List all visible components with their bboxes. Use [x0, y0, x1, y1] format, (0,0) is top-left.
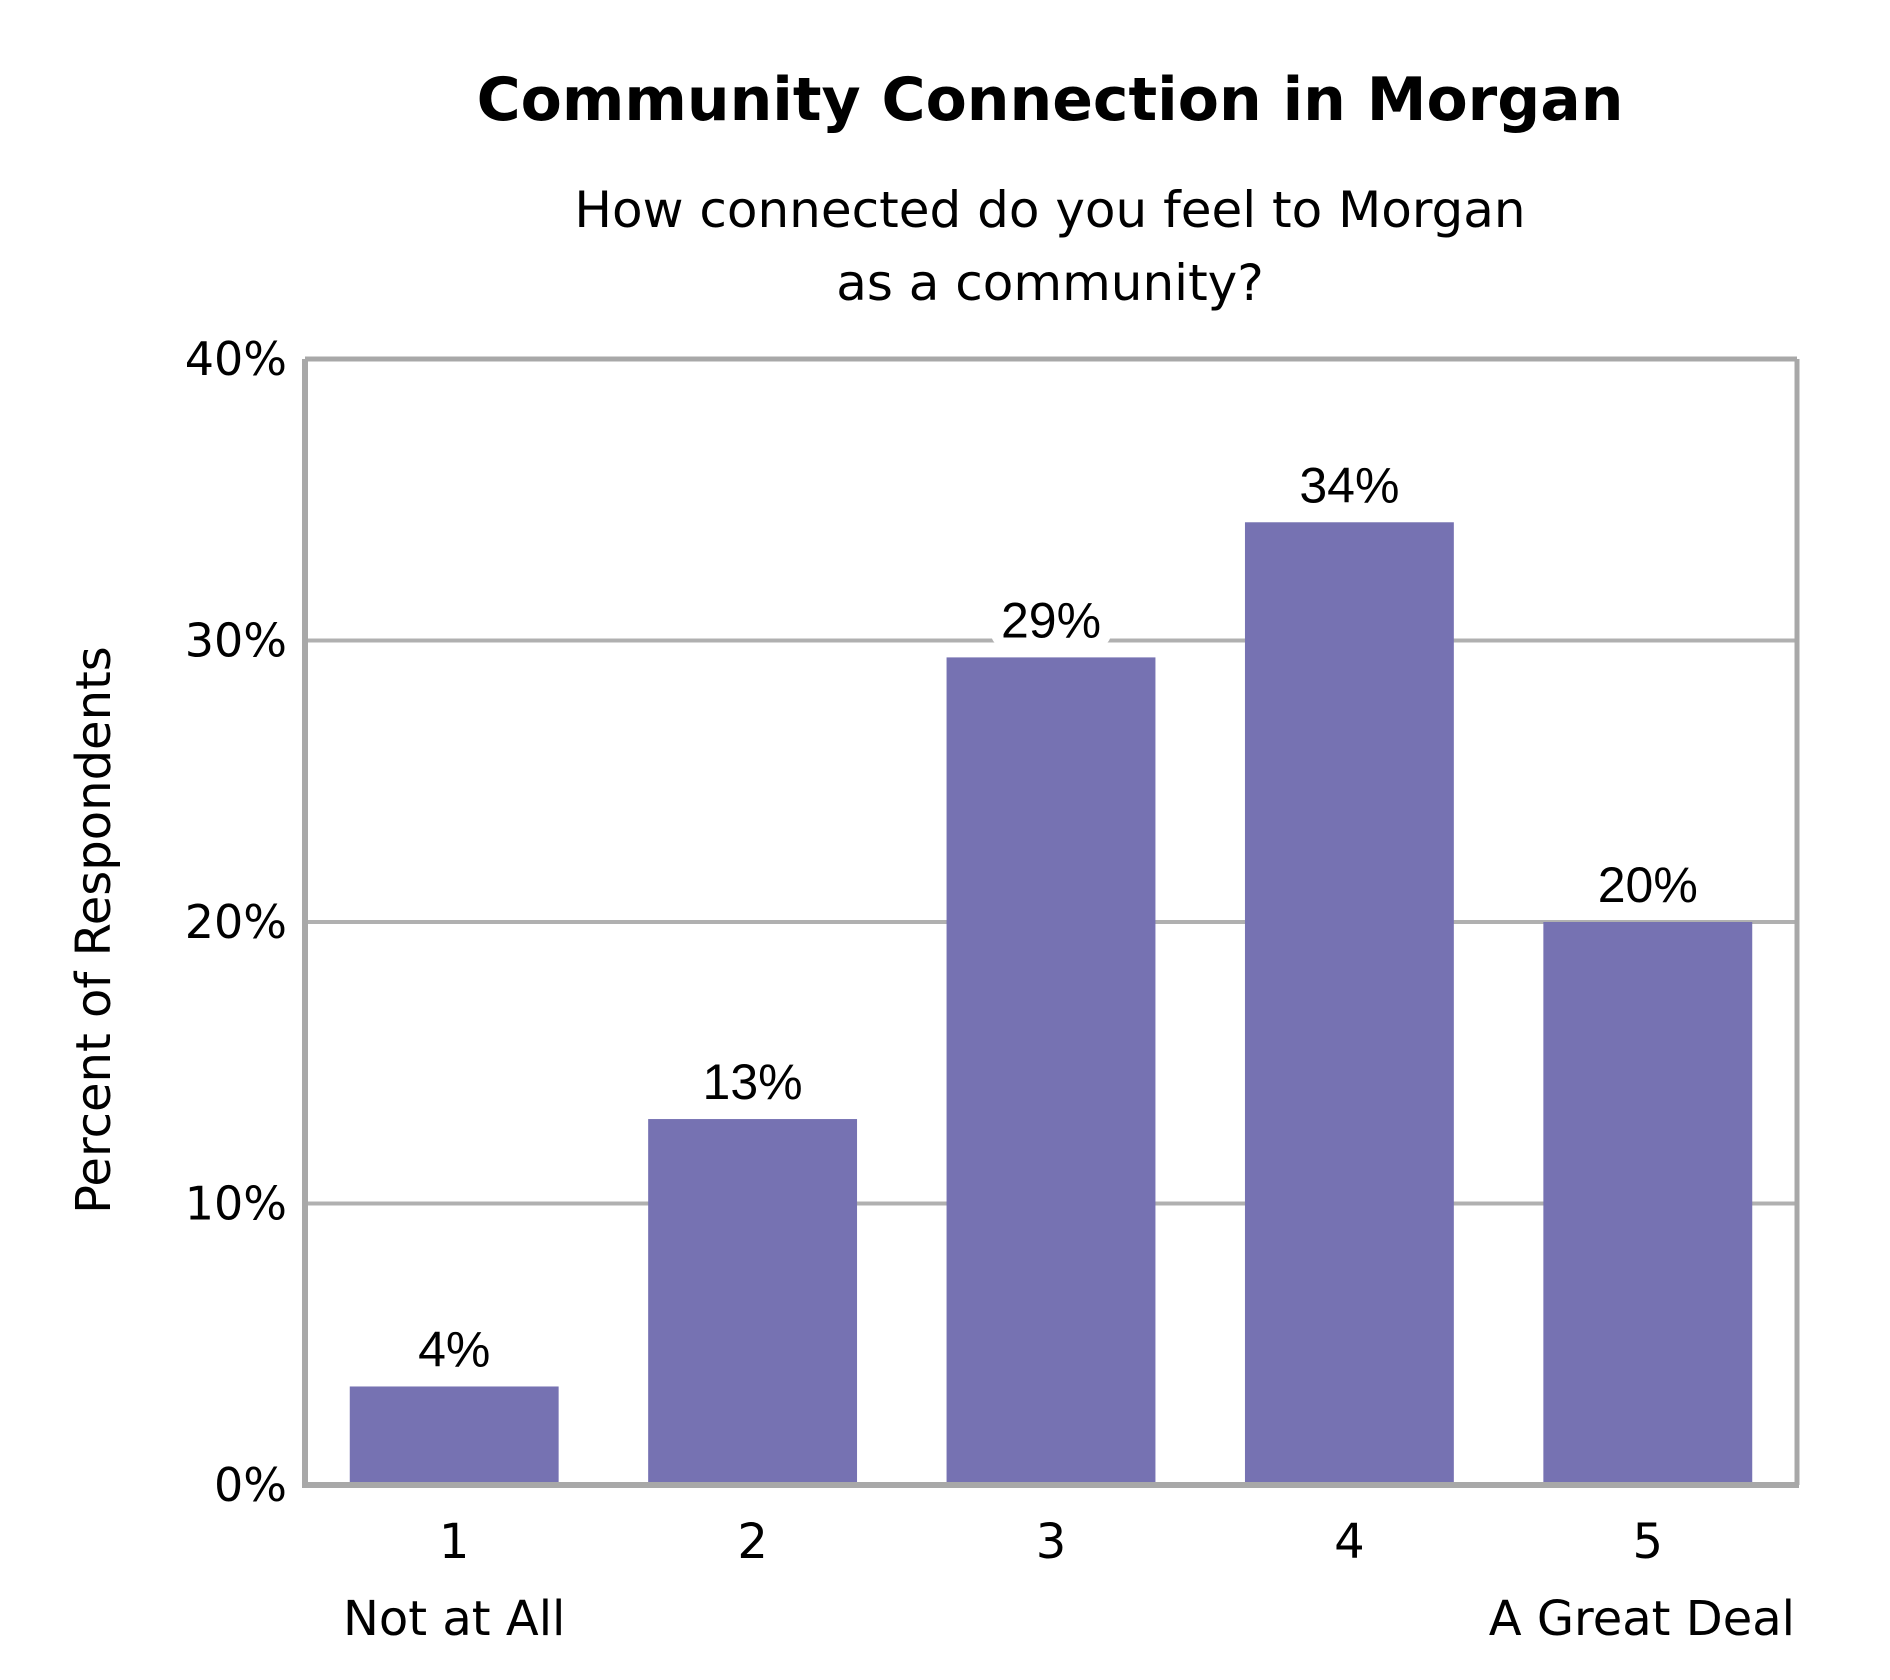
- x-tick-label-3: 3: [1036, 1514, 1067, 1570]
- data-labels: 4% 13% 29% 34% 20%: [394, 457, 1708, 1377]
- chart-title: Community Connection in Morgan: [477, 65, 1624, 135]
- chart-subtitle-line-2: as a community?: [836, 254, 1264, 312]
- y-tick-label-40: 40%: [185, 332, 287, 386]
- data-label-background-4: [1289, 460, 1410, 513]
- bar-5: [1543, 922, 1753, 1485]
- bar-4: [1244, 522, 1454, 1485]
- y-tick-labels: 0% 10% 20% 30% 40%: [185, 332, 287, 1512]
- data-label-background-1: [394, 1324, 515, 1377]
- bars: [349, 522, 1753, 1485]
- bar-3: [946, 657, 1156, 1485]
- x-tick-labels: 1 Not at All 2 3 4 5 A Great Deal: [343, 1514, 1795, 1647]
- data-label-2: 13%: [703, 1054, 803, 1110]
- x-tick-label-5: 5: [1633, 1514, 1664, 1570]
- data-label-background-2: [692, 1057, 813, 1110]
- plot-frame: [302, 356, 1800, 1488]
- x-tick-sublabel-5: A Great Deal: [1489, 1591, 1795, 1647]
- data-label-3: 29%: [1001, 592, 1101, 648]
- x-tick-label-4: 4: [1334, 1514, 1365, 1570]
- data-label-background-3: [991, 595, 1111, 648]
- x-tick-sublabel-1: Not at All: [343, 1591, 565, 1647]
- data-label-5: 20%: [1598, 857, 1698, 913]
- data-label-1: 4%: [418, 1321, 490, 1377]
- y-tick-label-30: 30%: [185, 614, 287, 668]
- y-tick-label-0: 0%: [214, 1458, 287, 1512]
- x-tick-label-2: 2: [737, 1514, 768, 1570]
- data-label-background-5: [1587, 860, 1708, 912]
- y-tick-label-10: 10%: [185, 1177, 287, 1231]
- bar-1: [349, 1386, 559, 1485]
- chart-subtitle-line-1: How connected do you feel to Morgan: [574, 181, 1525, 239]
- x-tick-label-1: 1: [439, 1514, 470, 1570]
- data-label-4: 34%: [1299, 457, 1399, 513]
- y-axis-label: Percent of Respondents: [66, 646, 122, 1214]
- bar-2: [648, 1119, 858, 1485]
- y-tick-label-20: 20%: [185, 895, 287, 949]
